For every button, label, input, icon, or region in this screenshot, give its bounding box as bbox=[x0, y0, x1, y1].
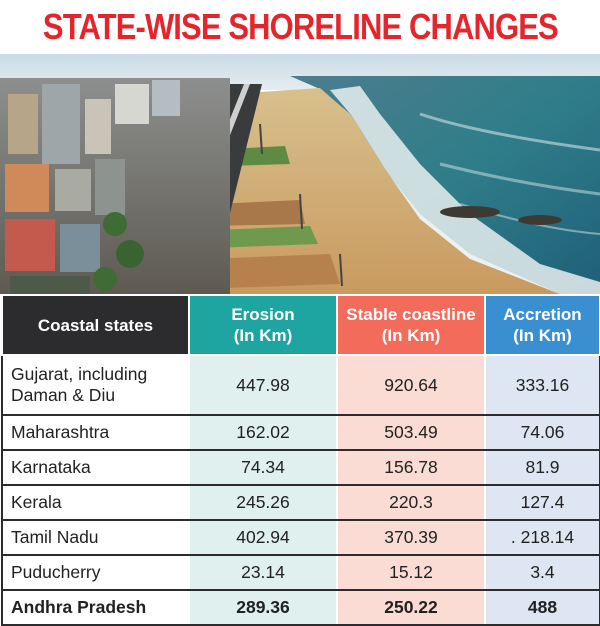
accretion-cell: 74.06 bbox=[484, 414, 600, 451]
stable-cell: 220.3 bbox=[336, 484, 486, 521]
state-cell: Karnataka bbox=[1, 449, 190, 486]
table-row: Maharashtra 162.02 503.49 74.06 bbox=[1, 414, 600, 451]
coastline-photo bbox=[0, 54, 600, 294]
stable-cell: 920.64 bbox=[336, 354, 486, 416]
column-header-stable-coastline: Stable coastline (In Km) bbox=[336, 294, 486, 356]
state-cell: Puducherry bbox=[1, 554, 190, 591]
column-header-unit: (In Km) bbox=[381, 326, 441, 345]
page-title: STATE-WISE SHORELINE CHANGES bbox=[42, 6, 559, 47]
erosion-cell: 245.26 bbox=[188, 484, 338, 521]
stable-cell: 15.12 bbox=[336, 554, 486, 591]
column-header-label: Coastal states bbox=[37, 315, 154, 335]
state-cell: Kerala bbox=[1, 484, 190, 521]
column-header-label: Erosion bbox=[231, 305, 295, 324]
column-header-unit: (In Km) bbox=[233, 326, 293, 345]
beach-road-image bbox=[0, 54, 600, 294]
erosion-cell: 402.94 bbox=[188, 519, 338, 556]
accretion-cell: 333.16 bbox=[484, 354, 600, 416]
table-header-row: Coastal states Erosion (In Km) Stable co… bbox=[1, 294, 600, 356]
column-header-erosion: Erosion (In Km) bbox=[188, 294, 338, 356]
column-header-unit: (In Km) bbox=[513, 326, 572, 345]
stable-cell: 156.78 bbox=[336, 449, 486, 486]
erosion-cell: 447.98 bbox=[188, 354, 338, 416]
erosion-cell: 23.14 bbox=[188, 554, 338, 591]
title-banner: STATE-WISE SHORELINE CHANGES bbox=[0, 0, 600, 54]
accretion-cell: 127.4 bbox=[484, 484, 600, 521]
column-header-label: Stable coastline bbox=[346, 305, 476, 324]
table-row: Kerala 245.26 220.3 127.4 bbox=[1, 484, 600, 521]
state-cell: Maharashtra bbox=[1, 414, 190, 451]
shoreline-table-wrapper: Coastal states Erosion (In Km) Stable co… bbox=[0, 294, 600, 626]
state-cell: Andhra Pradesh bbox=[1, 589, 190, 626]
stable-cell: 503.49 bbox=[336, 414, 486, 451]
accretion-cell: 81.9 bbox=[484, 449, 600, 486]
erosion-cell: 74.34 bbox=[188, 449, 338, 486]
table-row: Karnataka 74.34 156.78 81.9 bbox=[1, 449, 600, 486]
state-cell: Tamil Nadu bbox=[1, 519, 190, 556]
table-row: Tamil Nadu 402.94 370.39 . 218.14 bbox=[1, 519, 600, 556]
shoreline-table: Coastal states Erosion (In Km) Stable co… bbox=[1, 294, 600, 626]
table-row: Puducherry 23.14 15.12 3.4 bbox=[1, 554, 600, 591]
erosion-cell: 289.36 bbox=[188, 589, 338, 626]
column-header-coastal-states: Coastal states bbox=[1, 294, 190, 356]
erosion-cell: 162.02 bbox=[188, 414, 338, 451]
table-row: Gujarat, including Daman & Diu 447.98 92… bbox=[1, 354, 600, 416]
accretion-cell: 3.4 bbox=[484, 554, 600, 591]
stable-cell: 370.39 bbox=[336, 519, 486, 556]
state-cell: Gujarat, including Daman & Diu bbox=[1, 354, 190, 416]
column-header-accretion: Accretion (In Km) bbox=[484, 294, 600, 356]
accretion-cell: . 218.14 bbox=[484, 519, 600, 556]
accretion-cell: 488 bbox=[484, 589, 600, 626]
state-name-line2: Daman & Diu bbox=[11, 385, 116, 405]
table-row: Andhra Pradesh 289.36 250.22 488 bbox=[1, 589, 600, 626]
state-name: Gujarat, including bbox=[11, 364, 148, 384]
stable-cell: 250.22 bbox=[336, 589, 486, 626]
column-header-label: Accretion bbox=[503, 305, 582, 324]
